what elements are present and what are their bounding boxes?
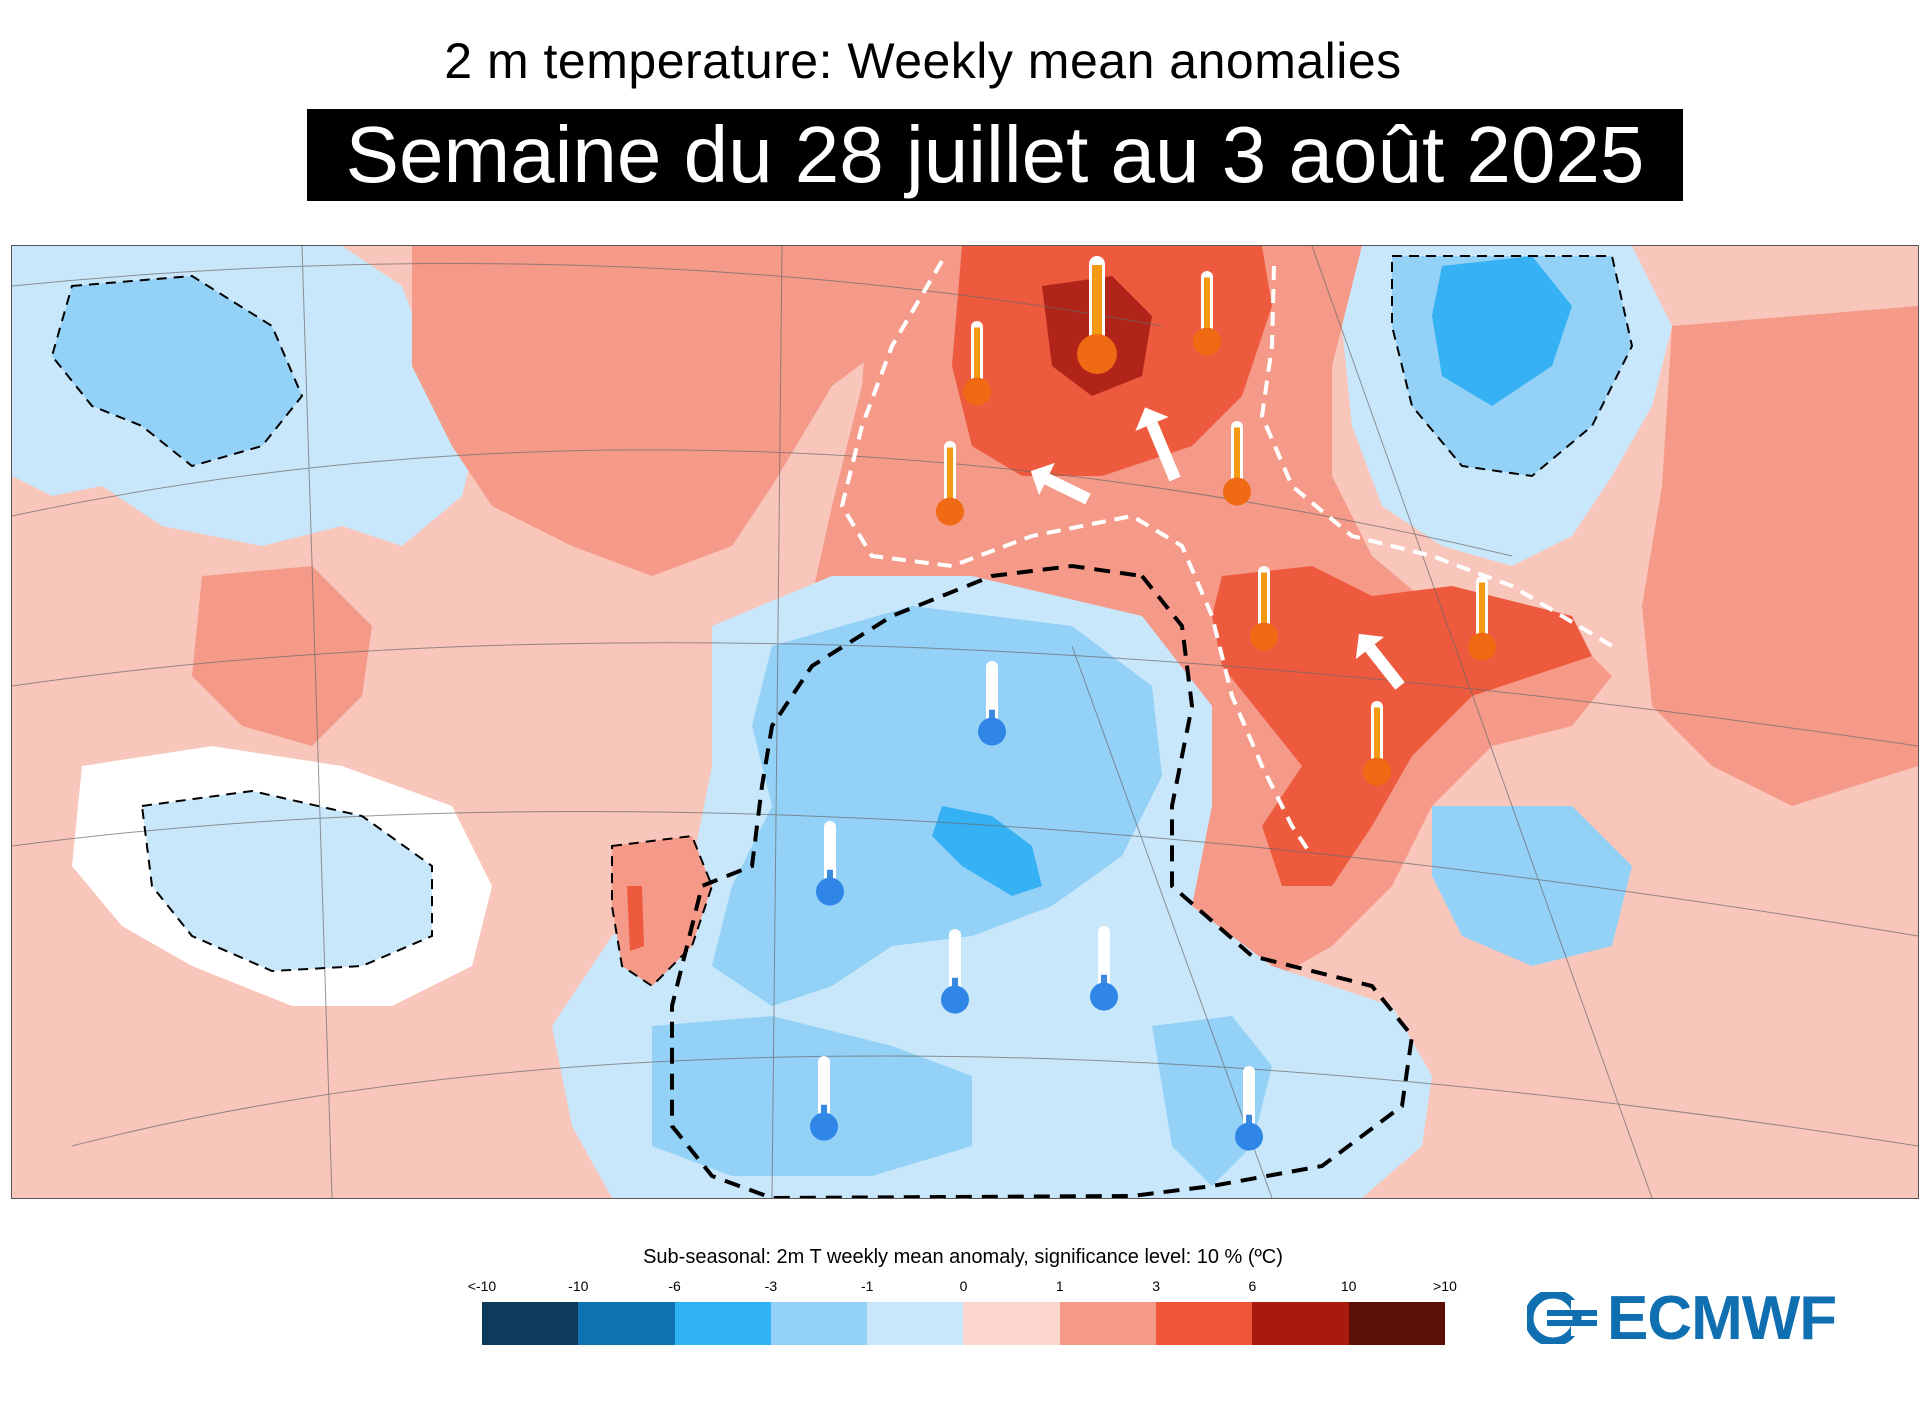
legend-tick-label: 0	[959, 1278, 968, 1294]
warm-thermometer-icon	[1468, 576, 1496, 661]
colorbar-segment	[1252, 1302, 1349, 1345]
significance-contours	[50, 255, 1634, 988]
legend-tick-label: 10	[1340, 1278, 1357, 1294]
colorbar-segment	[770, 1302, 868, 1345]
cold-markers	[810, 661, 1263, 1151]
warm-region-atlantic-blob	[192, 566, 372, 746]
warm-region-north-atlantic	[412, 246, 912, 576]
legend-tick-label: 1	[1055, 1278, 1064, 1294]
legend-tick-label: -6	[668, 1278, 681, 1294]
cold-thermometer-icon	[941, 929, 969, 1014]
legend-tick-label: 6	[1248, 1278, 1257, 1294]
cold-thermometer-icon	[810, 1056, 838, 1141]
warm-thermometer-icon	[1223, 421, 1251, 506]
map-canvas	[12, 246, 1918, 1198]
cool-region-greenland-core	[52, 276, 302, 466]
chart-title-text: 2 m temperature: Weekly mean anomalies	[444, 33, 1402, 89]
warm-thermometer-icon	[1077, 256, 1117, 374]
legend-ticks: <-10 -10 -6 -3 -1 0 1 3 6 10 >10	[0, 1278, 1920, 1298]
ecmwf-logo-text: ECMWF	[1607, 1283, 1837, 1353]
chart-title: 2 m temperature: Weekly mean anomalies	[0, 32, 1920, 90]
legend-tick-label: >10	[1433, 1278, 1457, 1294]
wind-arrow-icon	[1030, 462, 1091, 505]
cold-thermometer-icon	[816, 821, 844, 906]
warm-thermometer-icon	[1363, 701, 1391, 786]
cold-thermometer-icon	[1090, 926, 1118, 1011]
colorbar	[482, 1302, 1445, 1345]
colorbar-segment	[1059, 1302, 1157, 1345]
legend-tick-label: 3	[1152, 1278, 1160, 1294]
ecmwf-logo: ECMWF	[1527, 1283, 1892, 1353]
cool-region-russia-strong	[1432, 256, 1572, 406]
week-banner: Semaine du 28 juillet au 3 août 2025	[307, 109, 1683, 201]
warm-thermometer-icon	[936, 441, 964, 526]
warm-thermometer-icon	[1250, 566, 1278, 651]
colorbar-segment	[482, 1302, 579, 1345]
wind-arrows	[1030, 407, 1405, 690]
colorbar-segment	[867, 1302, 964, 1345]
cold-region-outline	[670, 563, 1415, 1198]
legend-tick-label: -1	[860, 1278, 874, 1294]
cold-thermometer-icon	[1235, 1066, 1263, 1151]
warm-region-black-sea	[1212, 566, 1592, 886]
colorbar-segment	[963, 1302, 1060, 1345]
legend-tick-label: -10	[568, 1278, 589, 1294]
legend-tick-label: -3	[764, 1278, 778, 1294]
legend-tick-label: <-10	[467, 1278, 497, 1294]
warm-thermometer-icon	[1193, 271, 1221, 356]
graticule	[12, 246, 1918, 1198]
cold-thermometer-icon	[978, 661, 1006, 746]
warm-region-outline	[839, 259, 1614, 858]
ecmwf-logo-icon	[1527, 1292, 1597, 1344]
cool-region-europe-core	[712, 606, 1162, 1006]
wind-arrow-icon	[1135, 407, 1181, 482]
cool-region-turkey	[1432, 806, 1632, 966]
legend-caption: Sub-seasonal: 2m T weekly mean anomaly, …	[643, 1246, 1283, 1268]
cool-region-adriatic	[932, 806, 1042, 896]
warm-region-portugal	[627, 886, 644, 951]
colorbar-segment	[1156, 1302, 1253, 1345]
colorbar-segment	[578, 1302, 675, 1345]
wind-arrow-icon	[1355, 633, 1405, 690]
warm-region-east	[1642, 306, 1918, 806]
colorbar-segment	[674, 1302, 771, 1345]
warm-markers	[936, 256, 1496, 786]
colorbar-segment	[1348, 1302, 1445, 1345]
cool-region-atlantic	[142, 791, 432, 971]
anomaly-map	[11, 245, 1919, 1199]
warm-thermometer-icon	[963, 321, 991, 406]
